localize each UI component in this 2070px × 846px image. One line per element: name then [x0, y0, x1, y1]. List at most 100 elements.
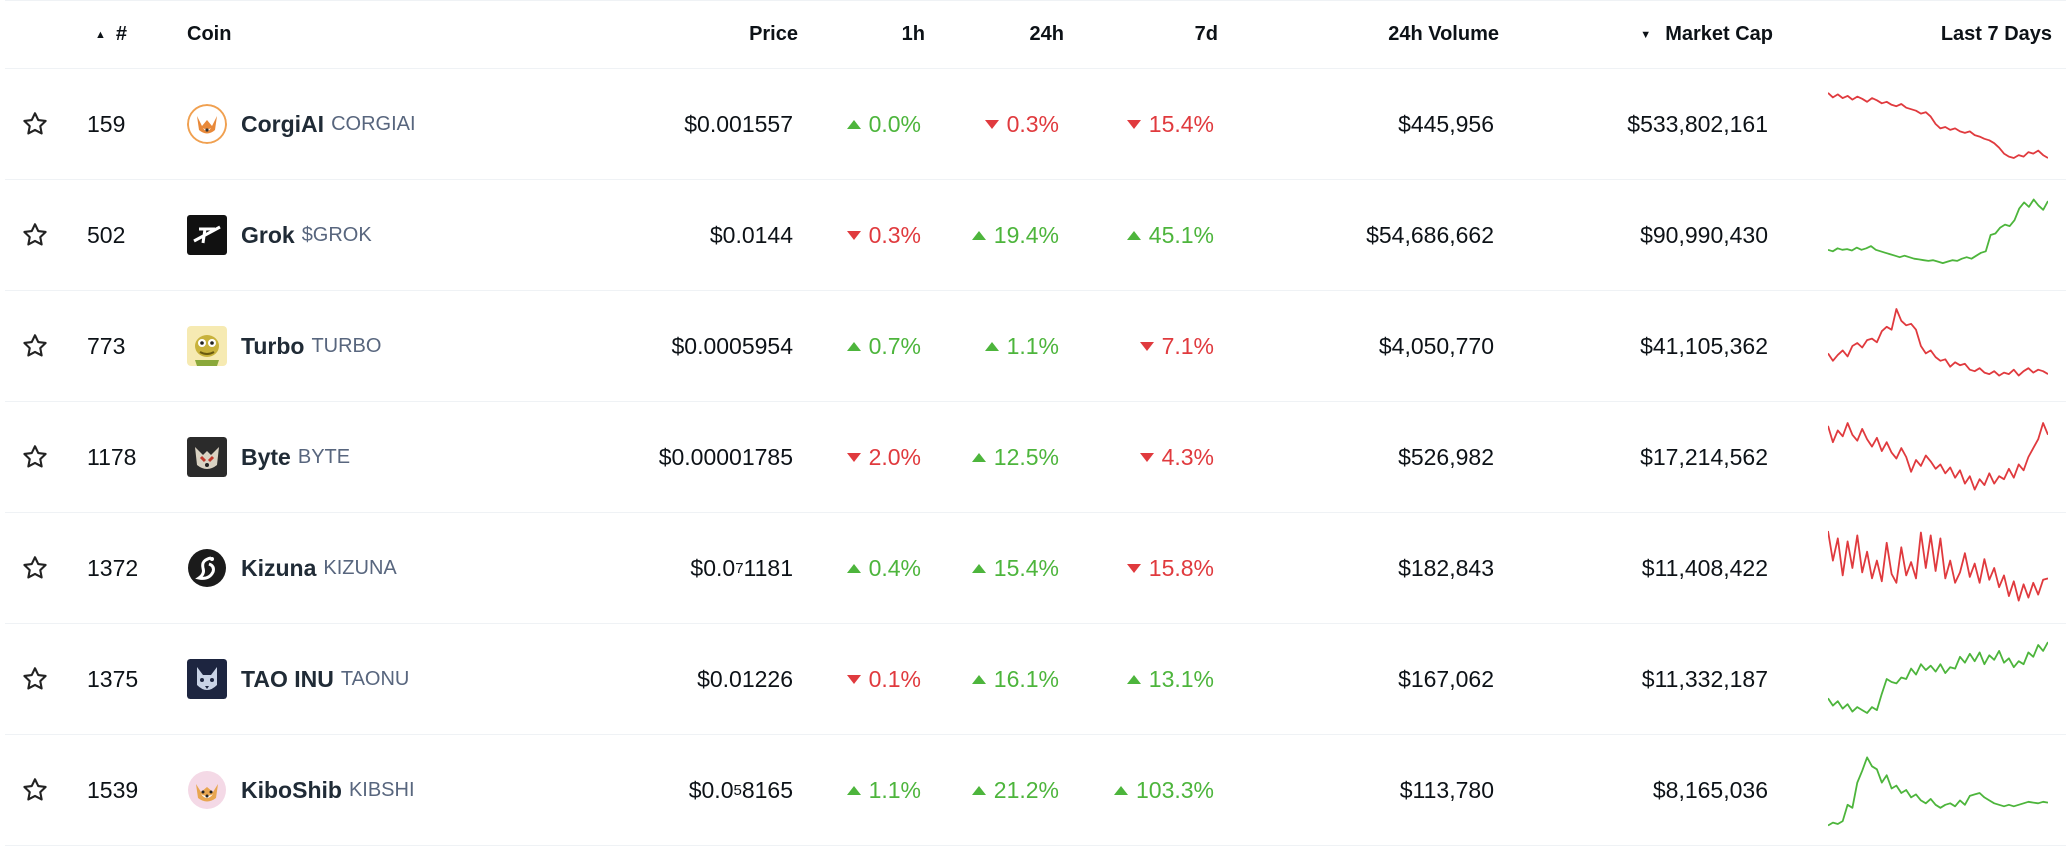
coin-cell[interactable]: TAO INU TAONU	[187, 624, 607, 734]
watchlist-star-icon[interactable]	[5, 402, 65, 512]
sparkline-7d	[1818, 513, 2048, 623]
caret-down-icon	[1139, 452, 1154, 462]
coin-cell[interactable]: KiboShib KIBSHI	[187, 735, 607, 845]
sparkline-series	[1828, 641, 2048, 714]
caret-up-icon	[1126, 674, 1141, 684]
corgi-logo-icon	[187, 104, 227, 144]
watchlist-star-icon[interactable]	[5, 180, 65, 290]
volume-24h: $182,843	[1398, 554, 1494, 581]
table-row[interactable]: 502 Grok $GROK $0.0144 0.3% 19.4% 45.1% …	[5, 180, 2066, 291]
percent-change: 0.1%	[846, 666, 921, 693]
percent-change: 1.1%	[846, 777, 921, 804]
header-last-7-days: Last 7 Days	[1940, 23, 2052, 45]
coin-symbol: BYTE	[297, 445, 351, 468]
change-24h: 21.2%	[929, 735, 1059, 845]
caret-up-icon	[984, 341, 999, 351]
header-rank[interactable]: ▲ #	[87, 1, 127, 68]
coin-cell[interactable]: Grok $GROK	[187, 180, 607, 290]
header-1h[interactable]: 1h	[901, 23, 925, 45]
header-market-cap[interactable]: ▼ Market Cap	[1513, 1, 1773, 68]
percent-change: 2.0%	[846, 444, 921, 471]
watchlist-star-icon[interactable]	[5, 69, 65, 179]
sort-desc-icon: ▼	[1640, 28, 1652, 41]
caret-up-icon	[846, 119, 861, 129]
coin-name[interactable]: KiboShib	[241, 776, 342, 803]
price: $0.001557	[573, 69, 793, 179]
market-cap: $41,105,362	[1640, 332, 1768, 359]
sparkline-series	[1828, 422, 2048, 491]
rank: 1372	[87, 554, 139, 581]
change-7d: 7.1%	[1074, 291, 1214, 401]
price-main: $0.00001785	[658, 443, 793, 470]
market-cap: $17,214,562	[1640, 443, 1768, 470]
header-7d[interactable]: 7d	[1194, 23, 1218, 45]
caret-up-icon	[971, 785, 986, 795]
coin-name[interactable]: TAO INU	[241, 665, 334, 692]
percent-change: 13.1%	[1126, 666, 1214, 693]
market-cap: $90,990,430	[1640, 221, 1768, 248]
caret-down-icon	[846, 452, 861, 462]
watchlist-star-icon[interactable]	[5, 513, 65, 623]
coin-name[interactable]: Grok	[241, 221, 295, 248]
percent-change: 15.8%	[1126, 555, 1214, 582]
coin-name[interactable]: Kizuna	[241, 554, 317, 581]
price-main: $0.01226	[697, 665, 793, 692]
coin-name[interactable]: Byte	[241, 443, 291, 470]
rank: 502	[87, 221, 126, 248]
percent-change: 45.1%	[1126, 222, 1214, 249]
header-volume[interactable]: 24h Volume	[1388, 23, 1499, 45]
sparkline-chart	[1828, 756, 2048, 827]
sparkline-chart	[1828, 530, 2048, 602]
change-7d: 15.8%	[1074, 513, 1214, 623]
market-cap: $533,802,161	[1627, 110, 1768, 137]
volume-24h: $113,780	[1399, 776, 1494, 803]
coin-symbol: KIZUNA	[323, 556, 397, 579]
percent-change: 0.0%	[846, 111, 921, 138]
price-main: $0.001557	[684, 110, 793, 137]
table-row[interactable]: 159 CorgiAI CORGIAI $0.001557 0.0% 0.3% …	[5, 69, 2066, 180]
change-7d: 103.3%	[1074, 735, 1214, 845]
caret-down-icon	[1139, 341, 1154, 351]
caret-down-icon	[1126, 563, 1141, 573]
caret-down-icon	[1126, 119, 1141, 129]
tao-inu-logo-icon	[187, 659, 227, 699]
percent-change: 15.4%	[1126, 111, 1214, 138]
caret-up-icon	[971, 452, 986, 462]
caret-up-icon	[971, 674, 986, 684]
watchlist-star-icon[interactable]	[5, 624, 65, 734]
percent-change: 0.3%	[846, 222, 921, 249]
caret-down-icon	[846, 230, 861, 240]
header-coin[interactable]: Coin	[187, 23, 232, 45]
sort-asc-icon: ▲	[94, 28, 106, 41]
rank: 1375	[87, 665, 139, 692]
rank: 773	[87, 332, 126, 359]
watchlist-star-icon[interactable]	[5, 735, 65, 845]
sparkline-chart	[1828, 641, 2048, 714]
price: $0.0 5 8165	[573, 735, 793, 845]
coin-cell[interactable]: Kizuna KIZUNA	[187, 513, 607, 623]
price: $0.0005954	[573, 291, 793, 401]
sparkline-7d	[1818, 624, 2048, 734]
coin-cell[interactable]: Byte BYTE	[187, 402, 607, 512]
table-row[interactable]: 1372 Kizuna KIZUNA $0.0 7 1181 0.4% 15.4% …	[5, 513, 2066, 624]
percent-change: 12.5%	[971, 444, 1059, 471]
sparkline-7d	[1818, 735, 2048, 845]
table-row[interactable]: 773 Turbo TURBO $0.0005954 0.7% 1.1% 7.1…	[5, 291, 2066, 402]
price: $0.0 7 1181	[573, 513, 793, 623]
table-row[interactable]: 1375 TAO INU TAONU $0.01226 0.1% 16.1% 1…	[5, 624, 2066, 735]
sparkline-series	[1828, 756, 2048, 827]
turbo-logo-icon	[187, 326, 227, 366]
sparkline-7d	[1818, 402, 2048, 512]
coin-cell[interactable]: CorgiAI CORGIAI	[187, 69, 607, 179]
table-row[interactable]: 1178 Byte BYTE $0.00001785 2.0% 12.5% 4.…	[5, 402, 2066, 513]
coin-cell[interactable]: Turbo TURBO	[187, 291, 607, 401]
coin-name[interactable]: Turbo	[241, 332, 305, 359]
coin-name[interactable]: CorgiAI	[241, 110, 325, 137]
volume-24h: $167,062	[1398, 665, 1494, 692]
price-main: $0.0	[688, 776, 734, 803]
watchlist-star-icon[interactable]	[5, 291, 65, 401]
market-cap: $11,332,187	[1641, 665, 1768, 692]
header-price[interactable]: Price	[749, 23, 798, 45]
header-24h[interactable]: 24h	[1029, 23, 1064, 45]
table-row[interactable]: 1539 KiboShib KIBSHI $0.0 5 8165 1.1% 21.2…	[5, 735, 2066, 846]
